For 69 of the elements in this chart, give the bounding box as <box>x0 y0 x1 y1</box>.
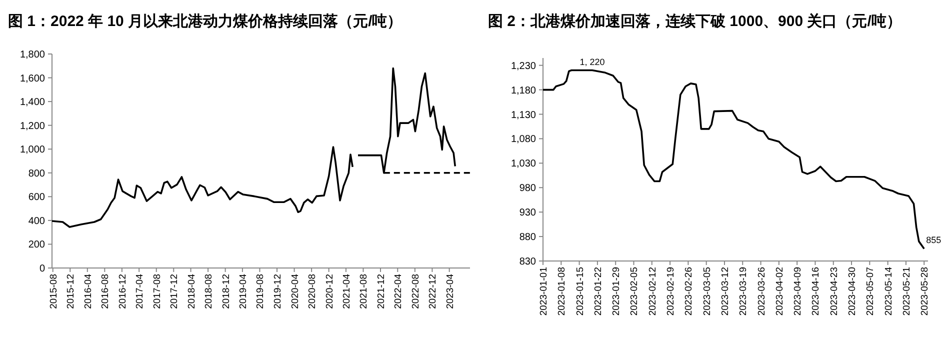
xtick: 2023-04-30 <box>847 267 858 316</box>
ytick: 830 <box>519 256 536 268</box>
xtick: 2022-04 <box>393 274 404 309</box>
xtick: 2018-04 <box>186 274 198 309</box>
xtick: 2016-12 <box>117 274 128 309</box>
xtick: 2019-08 <box>255 274 266 309</box>
xtick: 2015-12 <box>66 274 77 309</box>
xtick: 2023-04-23 <box>828 267 840 316</box>
xtick: 2023-04 <box>444 274 456 309</box>
ytick: 1,030 <box>510 158 536 170</box>
xtick: 2023-03-26 <box>756 267 768 316</box>
xtick: 2015-08 <box>48 274 60 309</box>
ytick: 1,600 <box>20 73 45 84</box>
ytick: 1,080 <box>510 134 536 146</box>
xtick: 2021-08 <box>358 274 370 309</box>
xtick: 2022-08 <box>410 274 422 309</box>
xtick: 2018-08 <box>204 274 215 309</box>
xtick: 2023-01-08 <box>556 267 568 316</box>
xtick: 2023-05-07 <box>865 267 876 316</box>
xtick: 2018-12 <box>220 274 232 309</box>
xtick: 2021-04 <box>341 274 352 309</box>
xtick: 2023-05-14 <box>883 267 894 316</box>
ytick: 930 <box>519 208 536 219</box>
annotation: 1, 220 <box>580 57 605 68</box>
ytick: 1,200 <box>20 120 45 132</box>
xtick: 2023-01-15 <box>574 267 586 316</box>
xtick: 2021-12 <box>376 274 387 309</box>
xtick: 2023-01-22 <box>592 267 604 316</box>
xtick: 2016-08 <box>100 274 112 309</box>
xtick: 2017-08 <box>152 274 163 309</box>
xtick: 2023-02-26 <box>684 267 695 316</box>
xtick: 2023-01-01 <box>538 267 550 316</box>
value-label: 855 <box>926 234 942 245</box>
xtick: 2019-04 <box>238 274 249 309</box>
xtick: 2023-04-02 <box>774 267 786 316</box>
ytick: 1,130 <box>510 110 536 121</box>
xtick: 2023-03-05 <box>702 267 713 316</box>
ytick: 800 <box>28 168 45 180</box>
title: 图 2：北港煤价加速回落，连续下破 1000、900 关口（元/吨） <box>488 13 902 30</box>
ytick: 1,400 <box>20 97 45 108</box>
ytick: 980 <box>519 183 536 194</box>
xtick: 2023-04-09 <box>792 267 804 316</box>
xtick: 2020-08 <box>307 274 318 309</box>
xtick: 2022-12 <box>428 274 439 309</box>
ytick: 600 <box>28 192 45 204</box>
xtick: 2023-04-16 <box>810 267 822 316</box>
ytick: 1,000 <box>20 144 45 156</box>
xtick: 2017-04 <box>134 274 146 309</box>
xtick: 2023-05-21 <box>901 267 912 316</box>
ytick: 400 <box>28 216 45 227</box>
xtick: 2016-04 <box>82 274 94 309</box>
xtick: 2023-05-28 <box>920 267 931 316</box>
ytick: 0 <box>39 264 45 274</box>
ytick: 1,800 <box>20 50 45 60</box>
xtick: 2023-02-19 <box>666 267 677 316</box>
xtick: 2023-03-19 <box>738 267 750 316</box>
ytick: 880 <box>519 232 536 244</box>
ytick: 1,180 <box>510 85 536 96</box>
xtick: 2023-01-29 <box>611 267 622 316</box>
xtick: 2023-02-12 <box>647 267 658 316</box>
ytick: 200 <box>28 240 45 251</box>
xtick: 2023-03-12 <box>720 267 731 316</box>
xtick: 2020-12 <box>324 274 336 309</box>
xtick: 2020-04 <box>290 274 301 309</box>
title: 图 1：2022 年 10 月以来北港动力煤价格持续回落（元/吨） <box>8 13 402 30</box>
xtick: 2023-02-05 <box>629 267 640 316</box>
xtick: 2019-12 <box>272 274 284 309</box>
ytick: 1,230 <box>510 60 536 72</box>
xtick: 2017-12 <box>169 274 180 309</box>
